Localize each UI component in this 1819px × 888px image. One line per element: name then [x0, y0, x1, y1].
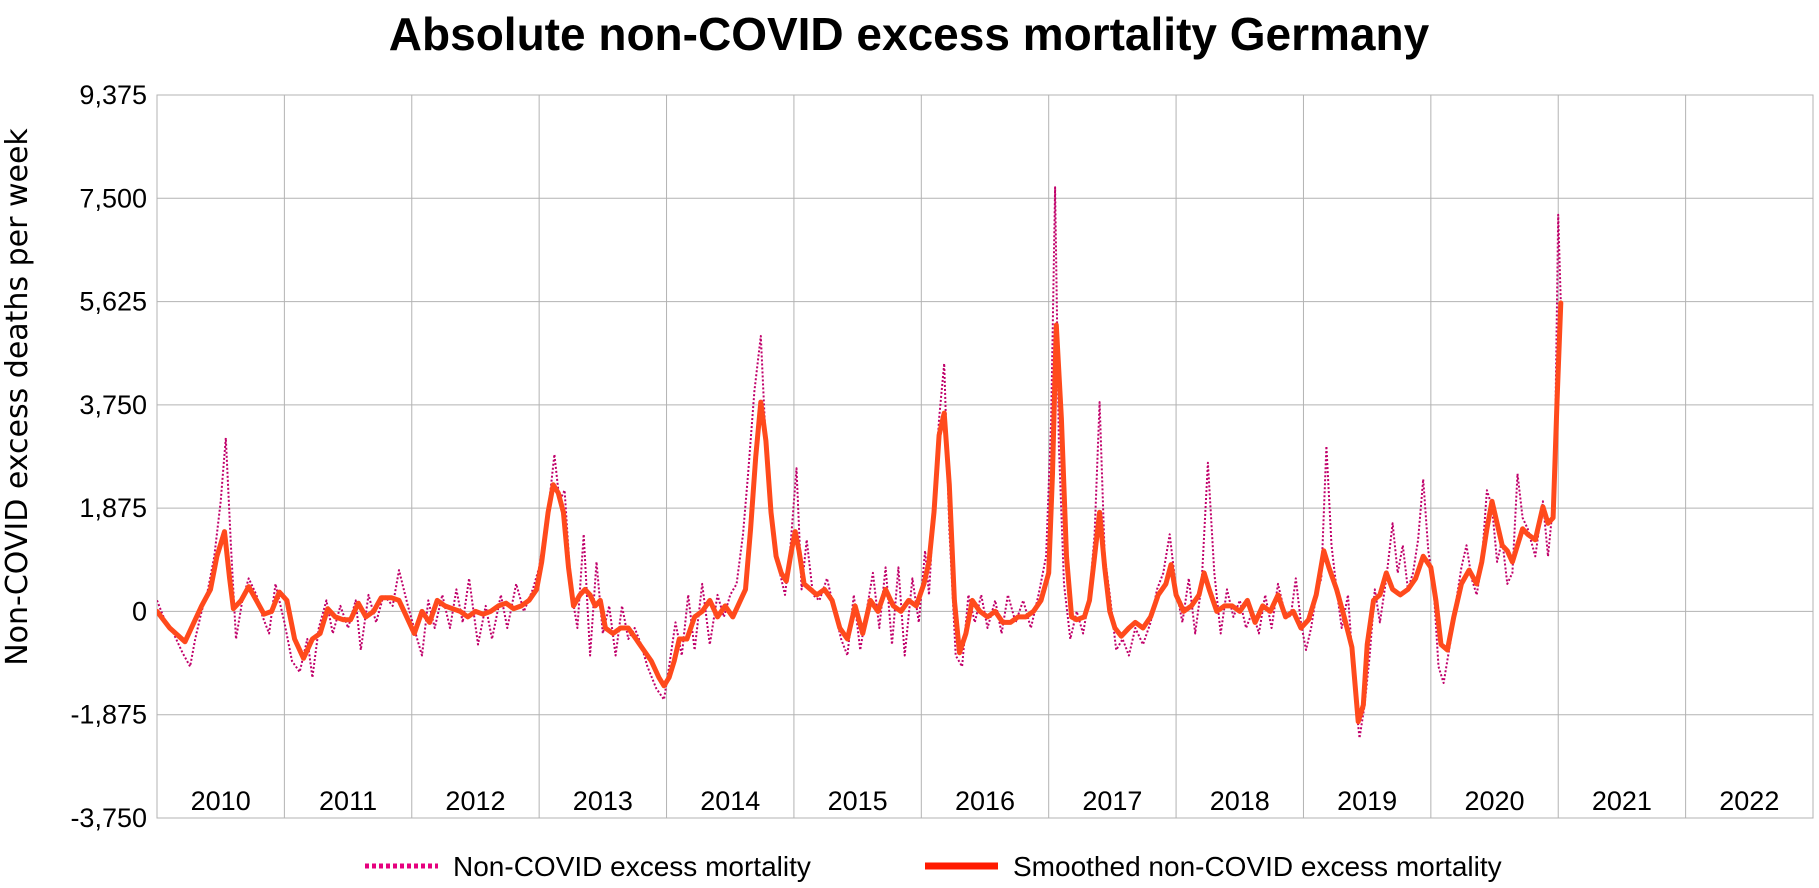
chart-title: Absolute non-COVID excess mortality Germ… — [389, 8, 1430, 60]
y-tick-label: 1,875 — [79, 493, 147, 523]
plot-frame — [157, 95, 1813, 818]
y-tick-label: -3,750 — [70, 803, 147, 833]
x-tick-label: 2019 — [1337, 786, 1397, 816]
y-tick-label: 0 — [132, 596, 147, 626]
x-tick-label: 2010 — [191, 786, 251, 816]
y-tick-label: 3,750 — [79, 390, 147, 420]
y-tick-label: -1,875 — [70, 700, 147, 730]
legend-label-non-covid: Non-COVID excess mortality — [453, 851, 811, 882]
legend-label-smoothed: Smoothed non-COVID excess mortality — [1013, 851, 1502, 882]
x-tick-label: 2020 — [1464, 786, 1524, 816]
x-tick-label: 2016 — [955, 786, 1015, 816]
plot-area — [157, 95, 1813, 818]
x-tick-label: 2018 — [1210, 786, 1270, 816]
x-tick-label: 2014 — [700, 786, 760, 816]
y-tick-label: 7,500 — [79, 183, 147, 213]
x-tick-label: 2015 — [828, 786, 888, 816]
y-axis-label: Non-COVID excess deaths per week — [0, 128, 35, 666]
x-tick-label: 2021 — [1592, 786, 1652, 816]
x-tick-label: 2017 — [1082, 786, 1142, 816]
x-tick-label: 2012 — [445, 786, 505, 816]
y-tick-label: 9,375 — [79, 80, 147, 110]
x-tick-label: 2022 — [1719, 786, 1779, 816]
x-tick-label: 2013 — [573, 786, 633, 816]
x-tick-label: 2011 — [319, 786, 377, 816]
y-tick-label: 5,625 — [79, 287, 147, 317]
